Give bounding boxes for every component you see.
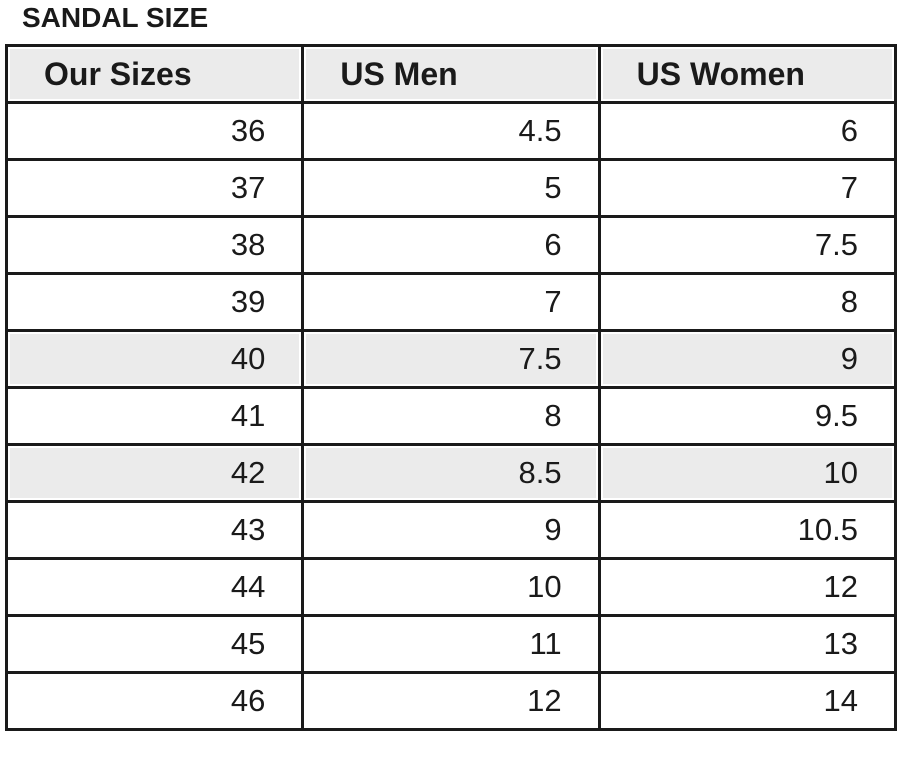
table-row: 40 7.5 9 — [4, 329, 898, 389]
table-header: Our Sizes US Men US Women — [4, 44, 898, 104]
table-cell: 45 — [4, 614, 305, 674]
table-cell: 9 — [301, 500, 601, 560]
header-cell: Our Sizes — [4, 44, 305, 104]
table-cell: 36 — [4, 101, 305, 161]
table-cell: 44 — [4, 557, 305, 617]
table-row: 38 6 7.5 — [4, 215, 898, 275]
table-cell: 6 — [597, 101, 898, 161]
table-row: 46 12 14 — [4, 671, 898, 731]
title: SANDAL SIZE — [22, 2, 209, 33]
table-cell: 10 — [597, 443, 898, 503]
table-cell: 38 — [4, 215, 305, 275]
table-row: 39 7 8 — [4, 272, 898, 332]
header-cell: US Men — [301, 44, 601, 104]
table-cell: 8.5 — [301, 443, 601, 503]
table-cell: 7.5 — [597, 215, 898, 275]
table-cell: 11 — [301, 614, 601, 674]
table-cell: 4.5 — [301, 101, 601, 161]
table-row: 42 8.5 10 — [4, 443, 898, 503]
table-cell: 7 — [597, 158, 898, 218]
table-cell: 8 — [597, 272, 898, 332]
table-cell: 10.5 — [597, 500, 898, 560]
table-row: 43 9 10.5 — [4, 500, 898, 560]
table-cell: 12 — [301, 671, 601, 731]
table-cell: 5 — [301, 158, 601, 218]
table-cell: 13 — [597, 614, 898, 674]
table-cell: 9 — [597, 329, 898, 389]
table-cell: 39 — [4, 272, 305, 332]
table-cell: 40 — [4, 329, 305, 389]
table-cell: 9.5 — [597, 386, 898, 446]
table-row: 44 10 12 — [4, 557, 898, 617]
table-cell: 46 — [4, 671, 305, 731]
table-cell: 37 — [4, 158, 305, 218]
table-cell: 42 — [4, 443, 305, 503]
table-row: 45 11 13 — [4, 614, 898, 674]
table-cell: 12 — [597, 557, 898, 617]
table-cell: 41 — [4, 386, 305, 446]
table-cell: 7.5 — [301, 329, 601, 389]
table-cell: 10 — [301, 557, 601, 617]
table-cell: 43 — [4, 500, 305, 560]
table-cell: 8 — [301, 386, 601, 446]
table-row: 37 5 7 — [4, 158, 898, 218]
table-cell: 6 — [301, 215, 601, 275]
header-cell: US Women — [597, 44, 898, 104]
table-row: 36 4.5 6 — [4, 101, 898, 161]
table-body: 36 4.5 6 37 5 7 38 6 7.5 39 7 8 40 7.5 9 41 8 9.5 42 8.5 10 4… — [4, 101, 898, 731]
table-row: 41 8 9.5 — [4, 386, 898, 446]
header-row: Our Sizes US Men US Women — [4, 44, 898, 104]
table-cell: 7 — [301, 272, 601, 332]
size-table: Our Sizes US Men US Women 36 4.5 6 37 5 7 38 6 7.5… — [4, 44, 898, 731]
table-cell: 14 — [597, 671, 898, 731]
